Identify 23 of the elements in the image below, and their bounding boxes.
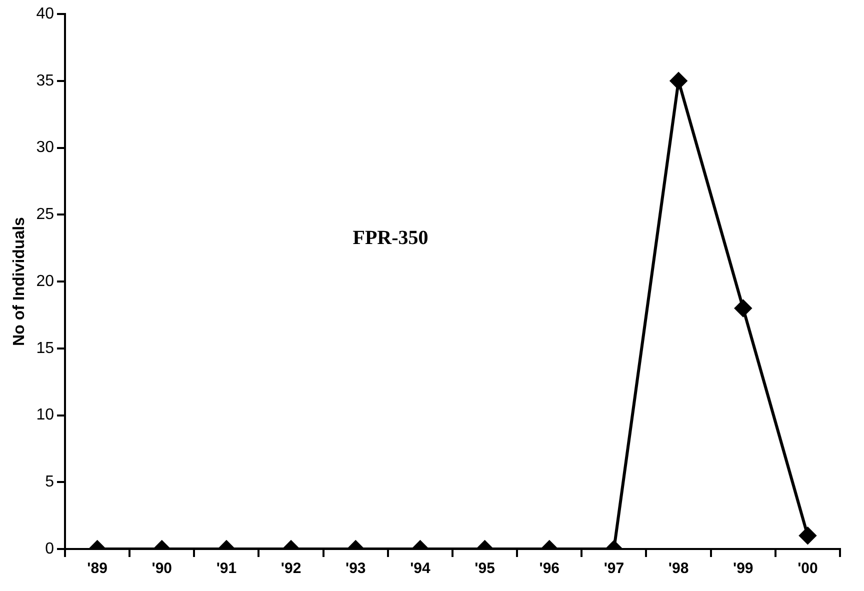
x-tick-label: '97 <box>604 560 624 578</box>
y-tick-label: 30 <box>36 139 54 156</box>
y-tick-label: 5 <box>45 474 54 491</box>
y-tick-label: 35 <box>36 72 54 90</box>
x-tick-label: '94 <box>410 560 431 578</box>
y-tick-label: 40 <box>36 5 54 22</box>
x-tick-label: '99 <box>732 560 754 578</box>
x-tick-label: '92 <box>280 560 302 578</box>
x-tick-label: '96 <box>539 560 560 578</box>
x-tick-label: '91 <box>216 560 237 578</box>
y-tick-label: 20 <box>36 272 54 290</box>
y-tick-label: 25 <box>36 206 54 224</box>
y-tick-label: 0 <box>45 540 54 558</box>
x-tick-label: '89 <box>87 560 108 578</box>
x-tick-label: '95 <box>474 560 495 578</box>
y-axis-title: No of Individuals <box>11 216 28 346</box>
x-tick-label: '98 <box>668 560 689 578</box>
y-tick-label: 15 <box>36 340 54 357</box>
x-tick-label: '93 <box>345 560 366 578</box>
y-tick-label: 10 <box>36 406 54 424</box>
annotation: FPR-350 <box>352 226 428 249</box>
x-tick-label: '90 <box>152 560 172 578</box>
x-tick-label: '00 <box>798 560 818 578</box>
